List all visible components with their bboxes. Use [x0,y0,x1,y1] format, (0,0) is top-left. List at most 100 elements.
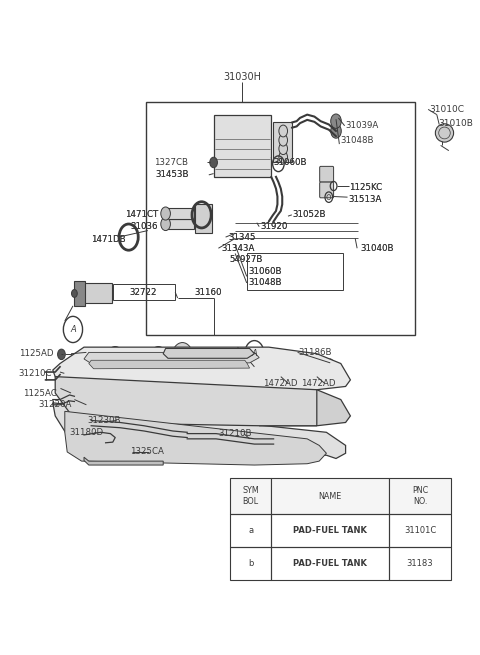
Text: PAD-FUEL TANK: PAD-FUEL TANK [293,526,367,535]
Polygon shape [163,348,254,358]
Text: 1472AD: 1472AD [301,379,336,388]
Bar [166,208,194,219]
Text: 31052B: 31052B [293,210,326,219]
Bar [195,204,212,233]
Bar [311,365,320,380]
Circle shape [327,359,333,367]
Bar [271,547,389,580]
Bar [230,514,271,547]
Polygon shape [65,411,326,465]
Circle shape [153,350,164,366]
Text: 1125KC: 1125KC [349,183,383,192]
Text: PAD-FUEL TANK: PAD-FUEL TANK [293,559,367,568]
Polygon shape [53,347,350,390]
Bar [247,253,343,290]
Text: 31048B: 31048B [341,136,374,145]
Circle shape [331,114,341,128]
Circle shape [109,350,121,366]
Bar [146,102,415,335]
Text: A: A [70,325,76,334]
Circle shape [198,348,215,372]
Text: b: b [248,559,253,568]
Text: 31052B: 31052B [293,210,326,219]
Text: 31220A: 31220A [38,400,72,409]
Bar [298,359,326,367]
Text: 31036: 31036 [131,222,158,231]
Text: 31101C: 31101C [404,526,436,535]
Circle shape [107,346,124,370]
Polygon shape [55,377,317,426]
Polygon shape [259,390,350,426]
Circle shape [161,207,170,220]
Text: SYM
BOL: SYM BOL [242,487,259,506]
Text: 31036: 31036 [131,222,158,231]
Text: 54927B: 54927B [229,255,263,264]
Text: 31010C: 31010C [430,105,465,114]
Circle shape [279,151,288,163]
Text: 32722: 32722 [130,288,157,297]
Text: 31048B: 31048B [249,278,282,288]
Circle shape [229,354,241,369]
Text: 31060B: 31060B [274,158,307,167]
Circle shape [279,125,288,137]
Circle shape [210,157,217,168]
Text: 31343A: 31343A [221,244,255,253]
Polygon shape [53,403,346,458]
Circle shape [123,447,130,457]
Circle shape [57,383,64,394]
Text: 31453B: 31453B [155,170,189,179]
Text: 31048B: 31048B [249,278,282,288]
Text: 31920: 31920 [261,222,288,231]
Text: 31150: 31150 [180,348,207,357]
Circle shape [201,352,212,368]
Text: A: A [252,349,257,358]
Text: 31060B: 31060B [249,267,282,276]
Text: 31186B: 31186B [299,348,332,357]
Bar [84,283,112,303]
Text: 31210B: 31210B [218,429,252,438]
Bar [166,219,194,229]
Ellipse shape [435,124,454,142]
Text: 31345: 31345 [228,233,256,242]
Text: 1327CB: 1327CB [154,158,188,167]
Text: PNC
NO.: PNC NO. [412,487,428,506]
Text: 31039A: 31039A [346,121,379,130]
Bar [271,478,389,514]
Text: NAME: NAME [318,492,342,500]
Polygon shape [89,360,250,369]
Bar [230,478,271,514]
Text: 31180D: 31180D [70,428,104,437]
Circle shape [279,134,288,146]
Text: 1472AD: 1472AD [263,379,298,388]
Text: 31343A: 31343A [221,244,255,253]
Text: a: a [248,526,253,535]
Bar [74,281,85,306]
Text: 1471DB: 1471DB [91,234,126,244]
Text: 31040B: 31040B [360,244,394,253]
Text: 1471CT: 1471CT [125,210,158,219]
Circle shape [279,143,288,155]
Text: 1325CA: 1325CA [130,447,164,457]
Circle shape [172,343,193,371]
Text: 31920: 31920 [261,222,288,231]
FancyBboxPatch shape [320,182,334,198]
Circle shape [227,350,244,373]
Text: 54927B: 54927B [229,255,263,264]
Bar [273,122,292,162]
Polygon shape [84,457,163,465]
Bar [214,115,271,177]
Text: 31453B: 31453B [155,170,189,179]
Text: 31030H: 31030H [223,72,262,83]
Text: 31010B: 31010B [438,119,473,128]
Text: 1471DB: 1471DB [91,234,126,244]
Bar [389,478,451,514]
Text: 31230B: 31230B [88,416,121,425]
FancyBboxPatch shape [320,166,334,182]
Circle shape [150,346,167,370]
Bar [113,284,175,300]
Text: 31160: 31160 [194,288,222,297]
Bar [271,514,389,547]
Text: 1125KC: 1125KC [349,183,383,192]
Text: 31060B: 31060B [274,158,307,167]
Circle shape [331,124,341,138]
